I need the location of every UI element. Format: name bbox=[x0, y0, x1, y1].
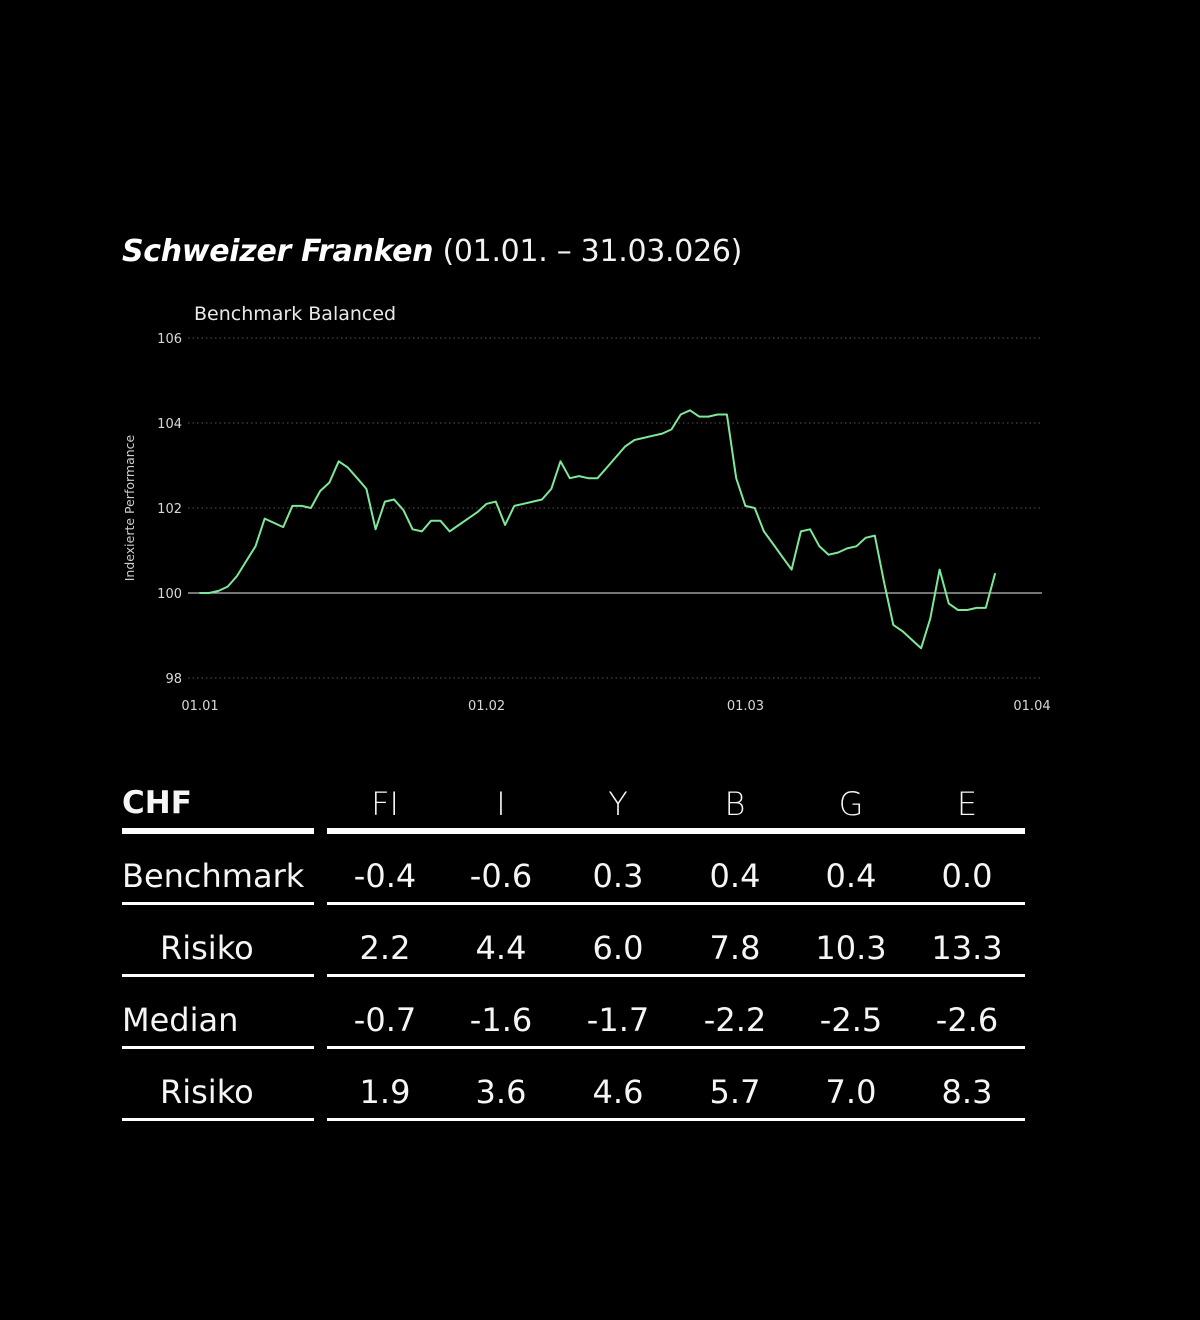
row-rule-label bbox=[122, 974, 314, 977]
x-tick-label: 01.01 bbox=[181, 699, 218, 714]
y-tick-label: 102 bbox=[157, 502, 182, 517]
grid-layer bbox=[188, 337, 1042, 679]
row-label: Risiko bbox=[160, 1073, 254, 1111]
x-tick-label: 01.03 bbox=[727, 699, 764, 714]
y-tick-labels: 98 100 102 104 106 bbox=[157, 332, 182, 687]
x-tick-label: 01.04 bbox=[1013, 699, 1050, 714]
y-axis-label: Indexierte Performance bbox=[122, 434, 137, 581]
table-cell: -1.6 bbox=[469, 1001, 533, 1039]
table-cell: 3.6 bbox=[475, 1073, 527, 1111]
series-layer bbox=[199, 409, 996, 650]
table-cell: -0.6 bbox=[469, 857, 533, 895]
title-currency: Schweizer Franken bbox=[122, 234, 434, 269]
column-header: G bbox=[838, 785, 864, 823]
table-cell: 7.8 bbox=[709, 929, 761, 967]
column-header: B bbox=[724, 785, 746, 823]
table-cell: -1.7 bbox=[586, 1001, 650, 1039]
table-cell: 8.3 bbox=[941, 1073, 993, 1111]
table-cell: 1.9 bbox=[359, 1073, 411, 1111]
row-label: Median bbox=[122, 1001, 239, 1039]
title-period: (01.01. – 31.03.026) bbox=[442, 234, 743, 269]
table-cell: 0.0 bbox=[941, 857, 993, 895]
row-rule-values bbox=[327, 1118, 1025, 1121]
y-tick-label: 104 bbox=[157, 417, 182, 432]
row-rule-values bbox=[327, 1046, 1025, 1049]
row-rule-label bbox=[122, 1046, 314, 1049]
table-cell: 4.6 bbox=[592, 1073, 644, 1111]
table-cell: 7.0 bbox=[825, 1073, 877, 1111]
table-cell: 13.3 bbox=[931, 929, 1003, 967]
table-cell: 0.4 bbox=[825, 857, 877, 895]
row-rule-label bbox=[122, 902, 314, 905]
header-rule-label bbox=[122, 828, 314, 834]
row-rule-label bbox=[122, 1118, 314, 1121]
series-line bbox=[199, 409, 996, 650]
table-cell: -0.4 bbox=[353, 857, 417, 895]
column-header: E bbox=[956, 785, 978, 823]
header-rule-values bbox=[327, 828, 1025, 834]
row-rule-values bbox=[327, 902, 1025, 905]
page-title: Schweizer Franken (01.01. – 31.03.026) bbox=[122, 234, 742, 269]
table-cell: -2.2 bbox=[703, 1001, 767, 1039]
table-cell: -0.7 bbox=[353, 1001, 417, 1039]
table-cell: -2.5 bbox=[819, 1001, 883, 1039]
y-tick-label: 98 bbox=[165, 672, 182, 687]
table-corner-label: CHF bbox=[122, 785, 192, 821]
column-header: Y bbox=[608, 785, 628, 823]
table-cell: 0.4 bbox=[709, 857, 761, 895]
row-label: Risiko bbox=[160, 929, 254, 967]
table-cell: 2.2 bbox=[359, 929, 411, 967]
table-cell: 4.4 bbox=[475, 929, 527, 967]
column-header: I bbox=[496, 785, 506, 823]
x-tick-label: 01.02 bbox=[468, 699, 505, 714]
chart-title: Benchmark Balanced bbox=[194, 303, 396, 325]
table-cell: 5.7 bbox=[709, 1073, 761, 1111]
performance-chart: Benchmark Balanced Indexierte Performanc… bbox=[122, 303, 1051, 714]
table-cell: 0.3 bbox=[592, 857, 644, 895]
row-rule-values bbox=[327, 974, 1025, 977]
y-tick-label: 100 bbox=[157, 587, 182, 602]
table-cell: -2.6 bbox=[935, 1001, 999, 1039]
x-tick-labels: 01.01 01.02 01.03 01.04 bbox=[181, 699, 1050, 714]
y-tick-label: 106 bbox=[157, 332, 182, 347]
table-cell: 6.0 bbox=[592, 929, 644, 967]
row-label: Benchmark bbox=[122, 857, 305, 895]
table-cell: 10.3 bbox=[815, 929, 887, 967]
column-header: FI bbox=[371, 785, 399, 823]
